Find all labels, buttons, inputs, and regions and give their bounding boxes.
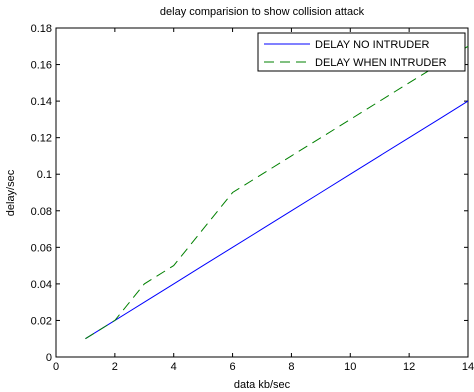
x-tick-label: 12	[403, 361, 415, 373]
legend-label-1: DELAY NO INTRUDER	[315, 39, 430, 51]
y-tick-label: 0	[46, 352, 52, 364]
series-line-1	[85, 100, 469, 340]
y-axis-label: delay/sec	[5, 169, 17, 216]
x-tick-label: 8	[288, 361, 294, 373]
x-axis-label: data kb/sec	[234, 379, 291, 391]
plot-area	[55, 27, 469, 358]
x-tick-label: 4	[171, 361, 177, 373]
series-line-2	[85, 45, 469, 340]
series-layer	[85, 45, 469, 340]
y-tick-label: 0.02	[31, 315, 52, 327]
y-tick-label: 0.12	[31, 133, 52, 145]
y-tick-label: 0.1	[37, 169, 52, 181]
y-tick-label: 0.16	[31, 60, 52, 72]
x-tick-label: 2	[112, 361, 118, 373]
y-tick-label: 0.06	[31, 242, 52, 254]
y-tick-label: 0.14	[31, 96, 52, 108]
x-tick-label: 14	[462, 361, 474, 373]
x-tick-label: 6	[230, 361, 236, 373]
y-tick-label: 0.08	[31, 206, 52, 218]
y-tick-label: 0.04	[31, 279, 52, 291]
y-tick-label: 0.18	[31, 23, 52, 35]
x-tick-label: 10	[344, 361, 356, 373]
axis-ticks: 0 2 4 6 8 10 12 14 0 0.02 0.04 0.06 0.08 0.1 0.12 0.14 0…	[31, 23, 474, 373]
legend-label-2: DELAY WHEN INTRUDER	[315, 57, 447, 69]
legend: DELAY NO INTRUDER DELAY WHEN INTRUDER	[257, 32, 466, 72]
x-tick-label: 0	[53, 361, 59, 373]
legend-box	[257, 32, 466, 72]
chart-title: delay comparision to show collision atta…	[160, 6, 365, 18]
